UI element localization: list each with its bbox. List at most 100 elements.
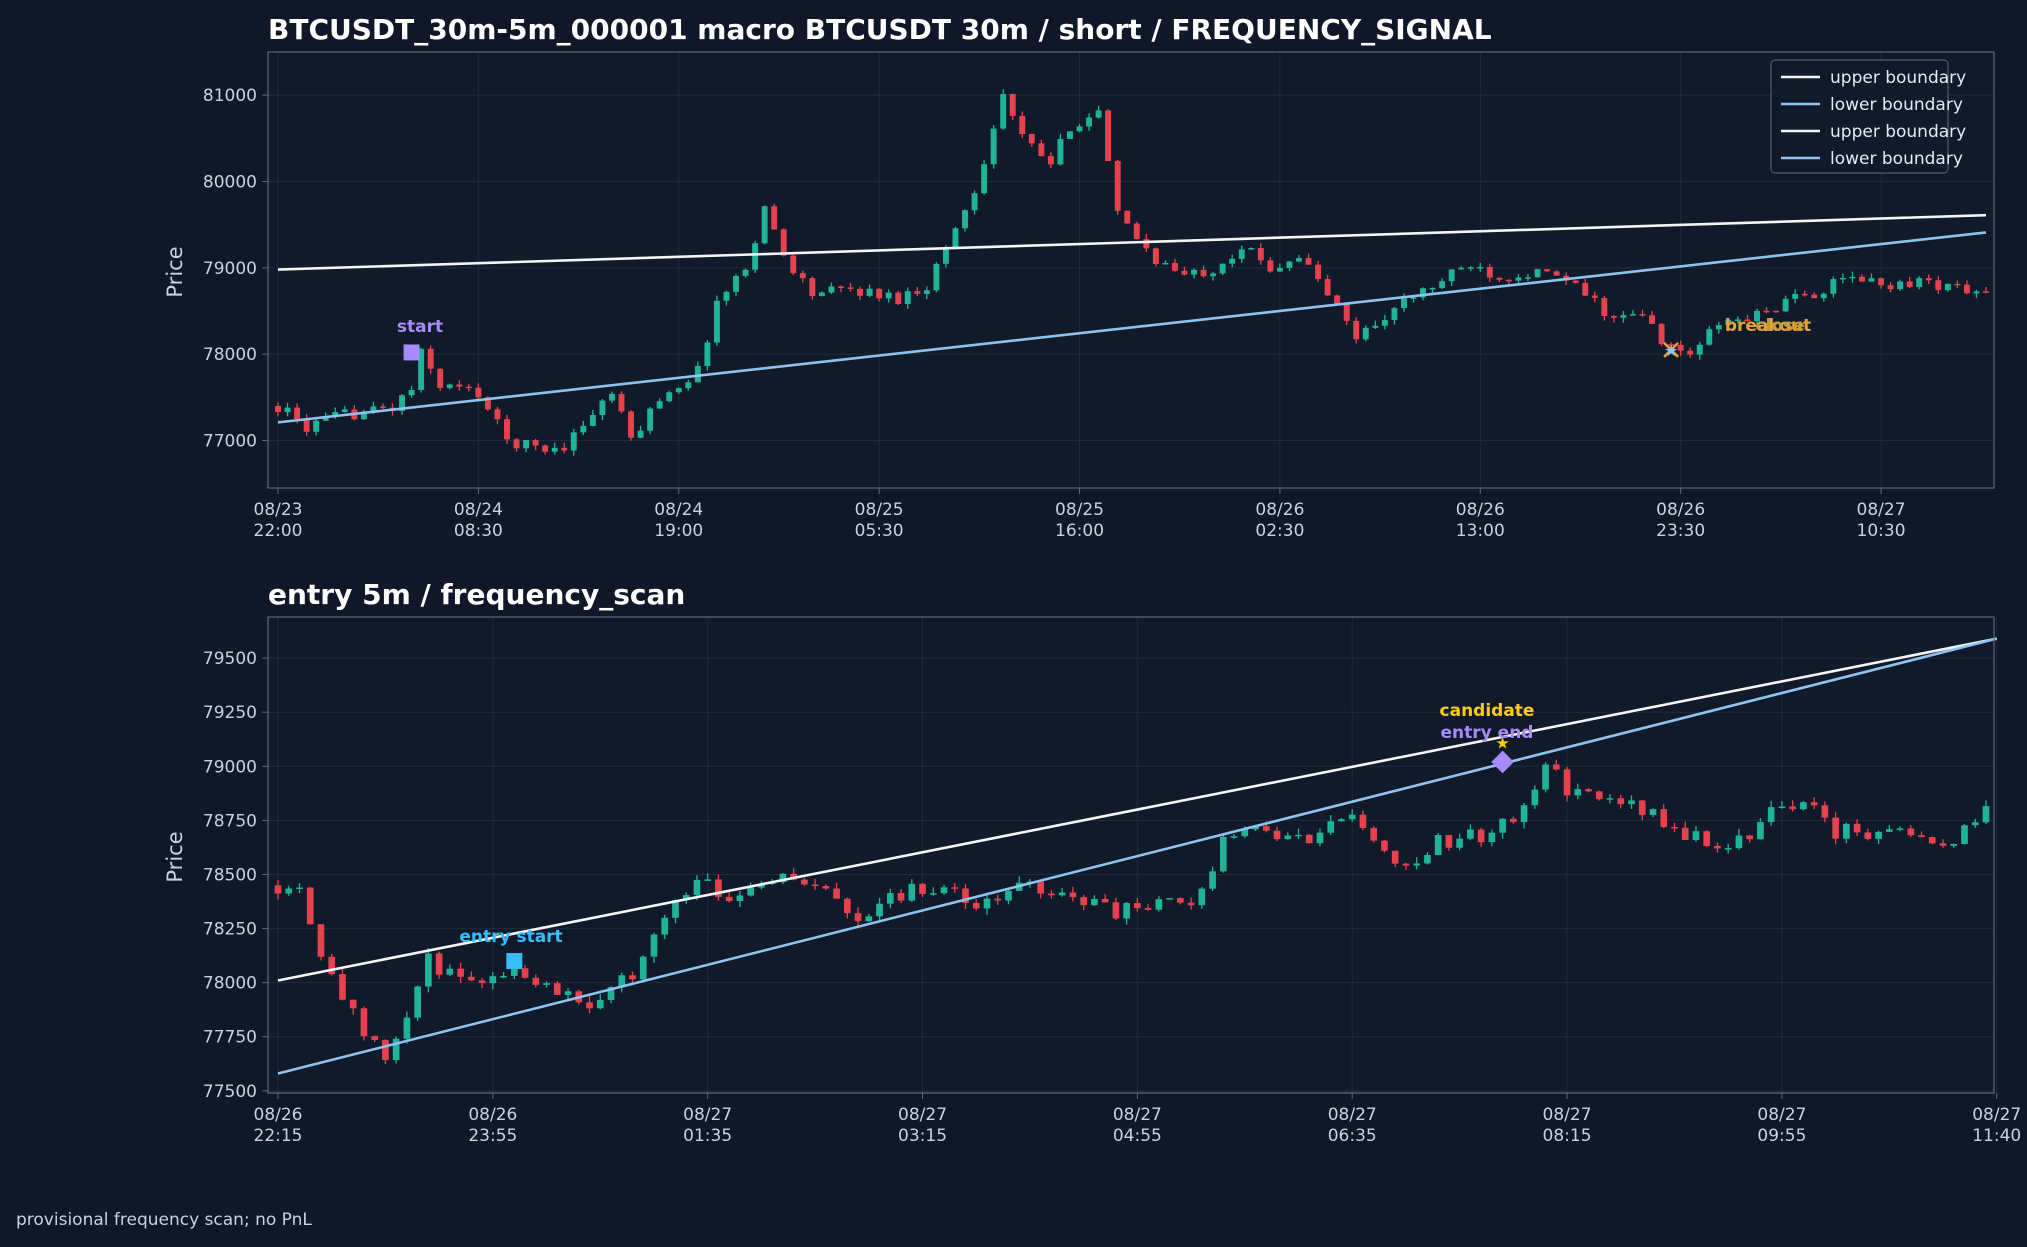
entry-y-tick-label: 79000 bbox=[203, 757, 257, 777]
macro-candle-body bbox=[1019, 115, 1026, 135]
entry-x-tick-label: 04:55 bbox=[1113, 1126, 1162, 1146]
macro-x-tick-label: 19:00 bbox=[654, 521, 703, 541]
entry-candle-body bbox=[1810, 802, 1818, 806]
entry-candle-body bbox=[607, 987, 615, 1000]
entry-candle-body bbox=[1477, 829, 1485, 843]
macro-candle-body bbox=[1009, 94, 1016, 116]
macro-candle-body bbox=[694, 365, 701, 383]
macro-candle-body bbox=[1267, 260, 1274, 272]
entry-candle-body bbox=[1800, 802, 1807, 810]
macro-candle-body bbox=[313, 420, 320, 432]
macro-y-tick-label: 80000 bbox=[203, 173, 257, 193]
macro-candle-body bbox=[1095, 110, 1102, 118]
macro-candle-body bbox=[1486, 266, 1493, 278]
macro-chart-title: BTCUSDT_30m-5m_000001 macro BTCUSDT 30m … bbox=[268, 13, 1492, 46]
entry-candle-body bbox=[897, 893, 905, 901]
macro-candle-body bbox=[637, 430, 644, 438]
entry-candle-body bbox=[876, 903, 883, 917]
legend-entry: lower boundary bbox=[1830, 149, 1963, 169]
macro-candle-body bbox=[1763, 310, 1770, 313]
entry-candle-body bbox=[1939, 843, 1947, 846]
entry-candle-body bbox=[285, 888, 293, 894]
macro-candle-body bbox=[1973, 291, 1980, 294]
macro-candle-body bbox=[1315, 264, 1322, 280]
entry-candle-body bbox=[704, 879, 712, 881]
entry-candle-body bbox=[1864, 832, 1872, 839]
entry-candle-body bbox=[1896, 828, 1904, 830]
macro-x-tick-label: 08:30 bbox=[454, 521, 503, 541]
entry-y-tick-label: 77500 bbox=[203, 1082, 257, 1102]
breakout-label: breakout bbox=[1725, 316, 1811, 336]
macro-candle-body bbox=[1925, 278, 1932, 281]
entry-candle-body bbox=[274, 885, 282, 894]
macro-candle-body bbox=[952, 228, 959, 248]
entry-candle-body bbox=[478, 980, 486, 984]
entry-candle-body bbox=[349, 999, 357, 1009]
macro-candle-body bbox=[1057, 138, 1064, 165]
entry-x-tick-label: 01:35 bbox=[683, 1126, 732, 1146]
entry-candle-body bbox=[1456, 838, 1463, 848]
entry-candle-body bbox=[371, 1036, 379, 1040]
macro-candle-body bbox=[1505, 279, 1512, 282]
macro-candle-body bbox=[1610, 316, 1617, 318]
macro-plot-frame bbox=[267, 51, 1995, 489]
entry-candle-body bbox=[1305, 834, 1313, 844]
entry-candle-body bbox=[983, 898, 991, 909]
entry-candle-body bbox=[1531, 789, 1539, 806]
macro-candle-body bbox=[628, 411, 635, 438]
macro-lower-boundary-line bbox=[277, 231, 1987, 424]
entry-candle-body bbox=[1219, 836, 1227, 872]
entry-candle-body bbox=[1488, 832, 1496, 843]
macro-candle-body bbox=[542, 445, 549, 452]
entry-candle-body bbox=[1692, 831, 1700, 841]
entry-candle-body bbox=[1424, 855, 1431, 864]
macro-candle-body bbox=[1811, 294, 1818, 299]
macro-candle-body bbox=[713, 300, 720, 343]
entry-candle-body bbox=[1134, 903, 1141, 909]
macro-candle-body bbox=[990, 128, 997, 165]
macro-candle-body bbox=[1515, 277, 1522, 281]
macro-candle-body bbox=[1773, 310, 1780, 313]
entry-candle-body bbox=[1241, 829, 1249, 837]
macro-candle-body bbox=[618, 393, 625, 412]
macro-candle-body bbox=[838, 286, 844, 288]
entry-candle-body bbox=[553, 983, 561, 995]
macro-candle-body bbox=[1067, 131, 1073, 139]
macro-candle-body bbox=[828, 286, 835, 293]
entry-candle-body bbox=[1338, 819, 1345, 822]
entry-candle-body bbox=[414, 986, 421, 1018]
entry-candle-body bbox=[403, 1017, 411, 1039]
entry-candle-body bbox=[1198, 888, 1206, 906]
entry-candle-body bbox=[650, 934, 658, 957]
entry-candle-body bbox=[1746, 835, 1754, 840]
entry-candle-body bbox=[446, 968, 454, 975]
macro-candle-body bbox=[1553, 271, 1560, 276]
macro-candle-body bbox=[1105, 110, 1112, 161]
macro-candle-body bbox=[370, 406, 377, 412]
entry-candle-body bbox=[1005, 890, 1012, 901]
entry-candle-body bbox=[919, 883, 926, 894]
entry-y-tick-label: 78250 bbox=[203, 920, 257, 940]
entry-candle-body bbox=[1177, 898, 1184, 903]
macro-x-tick-label: 13:00 bbox=[1456, 521, 1505, 541]
macro-candle-body bbox=[685, 382, 692, 389]
macro-candle-body bbox=[1677, 344, 1684, 351]
entry-x-tick-label: 11:40 bbox=[1972, 1126, 2021, 1146]
entry-candle-body bbox=[1542, 764, 1549, 790]
entry-candle-body bbox=[521, 968, 529, 978]
macro-candle-body bbox=[1887, 285, 1894, 290]
macro-candle-body bbox=[1963, 284, 1970, 294]
entry-candle-body bbox=[1907, 828, 1915, 836]
macro-candle-body bbox=[1420, 288, 1426, 298]
entry-candle-body bbox=[994, 898, 1002, 901]
entry-candle-body bbox=[833, 888, 840, 899]
macro-plot-area bbox=[268, 52, 1994, 488]
macro-candle-body bbox=[752, 243, 759, 270]
footer-note: provisional frequency scan; no PnL bbox=[16, 1210, 312, 1230]
entry-candle-body bbox=[1187, 902, 1195, 906]
entry-y-axis-label: Price bbox=[163, 831, 187, 882]
entry-candidate-marker: ★ bbox=[1495, 733, 1509, 752]
entry-candle-body bbox=[1843, 823, 1850, 839]
entry-candle-body bbox=[951, 887, 959, 889]
